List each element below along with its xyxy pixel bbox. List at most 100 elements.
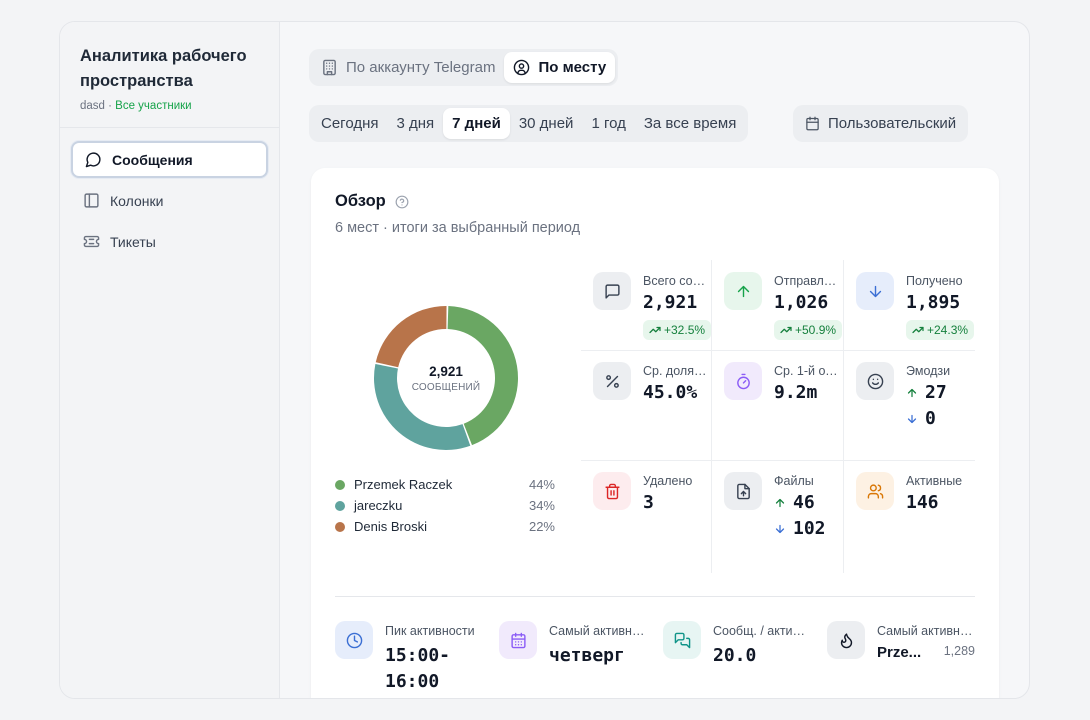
sent-icon-tile xyxy=(724,272,762,310)
trending-up-icon xyxy=(780,326,792,334)
donut-slice-przemek-raczek[interactable] xyxy=(447,306,518,446)
stat-value: 2,921 xyxy=(643,292,698,313)
legend-swatch xyxy=(335,479,345,490)
overview-title: Обзор xyxy=(335,192,409,211)
stat-label: Активные xyxy=(906,474,963,488)
legend-item: jareczku 34% xyxy=(335,495,555,516)
trash-icon xyxy=(604,483,620,499)
period-3-days[interactable]: 3 дня xyxy=(396,115,435,132)
timer-icon xyxy=(736,373,750,389)
messages-donut-chart: 2,921 СООБЩЕНИЙ xyxy=(366,298,526,458)
delta-value: +32.5% xyxy=(664,323,706,337)
account-toggle: По аккаунту Telegram По месту xyxy=(309,49,619,86)
stat-value: 146 xyxy=(906,492,939,513)
calendar-icon xyxy=(510,632,526,648)
workspace-scope-link[interactable]: Все участники xyxy=(115,100,192,112)
delta-value: +50.9% xyxy=(795,323,837,337)
arrow-up-icon xyxy=(907,388,917,397)
legend-name: Denis Broski xyxy=(354,519,427,534)
arrow-up-icon xyxy=(737,285,749,297)
grid-divider xyxy=(581,460,975,461)
main-content: По аккаунту Telegram По месту Сегодня 3 … xyxy=(280,22,1029,698)
period-1-year[interactable]: 1 год xyxy=(591,115,626,132)
users-icon-tile xyxy=(856,472,894,510)
calendar-icon xyxy=(806,116,819,131)
files-up-value: 46 xyxy=(793,492,815,513)
legend-percent: 34% xyxy=(528,498,555,513)
clock-icon xyxy=(346,632,362,648)
emoji-down-row: 0 xyxy=(906,408,936,429)
custom-period-button[interactable]: Пользовательский xyxy=(796,108,965,139)
toggle-by-place[interactable]: По месту xyxy=(504,52,616,83)
message-icon-tile xyxy=(593,272,631,310)
period-selector: Сегодня 3 дня 7 дней 30 дней 1 год За вс… xyxy=(309,105,749,142)
stat-label: Ср. доля ответов xyxy=(643,364,709,378)
legend-swatch xyxy=(335,500,345,511)
smile-icon xyxy=(867,373,883,389)
donut-center: 2,921 СООБЩЕНИЙ xyxy=(366,298,526,458)
stat-label: Всего сообщений xyxy=(643,274,709,288)
emoji-up-value: 27 xyxy=(925,382,947,403)
most-active-count: 1,289 xyxy=(943,644,975,658)
delta-badge: +50.9% xyxy=(774,320,843,340)
calendar-icon-tile xyxy=(499,621,537,659)
files-down-row: 102 xyxy=(774,518,826,539)
ticket-icon xyxy=(83,235,100,248)
overview-card: Обзор 6 мест · итоги за выбранный период… xyxy=(311,168,999,698)
sidebar-nav: Сообщения Колонки Тикеты xyxy=(60,128,279,277)
stat-value: четверг xyxy=(549,645,625,666)
users-icon xyxy=(867,483,883,499)
files-up-row: 46 xyxy=(774,492,815,513)
grid-divider xyxy=(711,260,712,573)
toggle-by-telegram-account[interactable]: По аккаунту Telegram xyxy=(312,52,504,83)
flame-icon-tile xyxy=(827,621,865,659)
help-icon[interactable] xyxy=(395,195,409,209)
stat-label: Ср. 1-й ответ xyxy=(774,364,840,378)
overview-title-text: Обзор xyxy=(335,192,386,210)
arrow-down-icon xyxy=(775,524,785,533)
donut-legend: Przemek Raczek 44% jareczku 34% Denis Br… xyxy=(335,474,555,537)
delta-badge: +24.3% xyxy=(906,320,975,340)
legend-percent: 22% xyxy=(528,519,555,534)
period-7-days[interactable]: 7 дней xyxy=(443,108,510,139)
donut-slice-jareczku[interactable] xyxy=(374,363,471,450)
stat-value: 9.2m xyxy=(774,382,818,403)
sidebar-item-messages[interactable]: Сообщения xyxy=(71,141,268,178)
donut-slice-denis-broski[interactable] xyxy=(375,306,447,368)
stat-value: 15:00- 16:00 xyxy=(385,643,450,695)
peak-end: 16:00 xyxy=(385,671,440,692)
stat-value: Prze... xyxy=(877,644,922,661)
delta-badge: +32.5% xyxy=(643,320,712,340)
received-icon-tile xyxy=(856,272,894,310)
sidebar-item-tickets[interactable]: Тикеты xyxy=(71,223,268,260)
percent-icon xyxy=(605,374,619,388)
stat-value: 1,895 xyxy=(906,292,961,313)
period-30-days[interactable]: 30 дней xyxy=(518,115,574,132)
sidebar-item-label: Колонки xyxy=(110,192,164,209)
period-all-time[interactable]: За все время xyxy=(643,115,737,132)
arrow-down-icon xyxy=(907,414,917,423)
stats-grid: Всего сообщений 2,921 +32.5% Отправлено … xyxy=(581,260,975,573)
clock-icon-tile xyxy=(335,621,373,659)
message-square-icon xyxy=(604,283,620,299)
stat-label: Отправлено xyxy=(774,274,840,288)
trash-icon-tile xyxy=(593,472,631,510)
stat-label: Самый активный день xyxy=(549,624,647,638)
workspace-subtitle: dasd · Все участники xyxy=(80,100,259,112)
stat-value: 20.0 xyxy=(713,645,757,666)
file-icon-tile xyxy=(724,472,762,510)
chat-icon-tile xyxy=(663,621,701,659)
legend-swatch xyxy=(335,521,345,532)
timer-icon-tile xyxy=(724,362,762,400)
legend-name: Przemek Raczek xyxy=(354,477,453,492)
period-today[interactable]: Сегодня xyxy=(321,115,379,132)
workspace-name: dasd xyxy=(80,100,105,112)
workspace-sep: · xyxy=(104,100,116,112)
sidebar: Аналитика рабочего пространства dasd · В… xyxy=(60,22,280,698)
sidebar-item-columns[interactable]: Колонки xyxy=(71,182,268,219)
flame-icon xyxy=(840,632,852,648)
delta-value: +24.3% xyxy=(927,323,969,337)
legend-item: Przemek Raczek 44% xyxy=(335,474,555,495)
file-upload-icon xyxy=(736,483,750,499)
trending-up-icon xyxy=(649,326,661,334)
